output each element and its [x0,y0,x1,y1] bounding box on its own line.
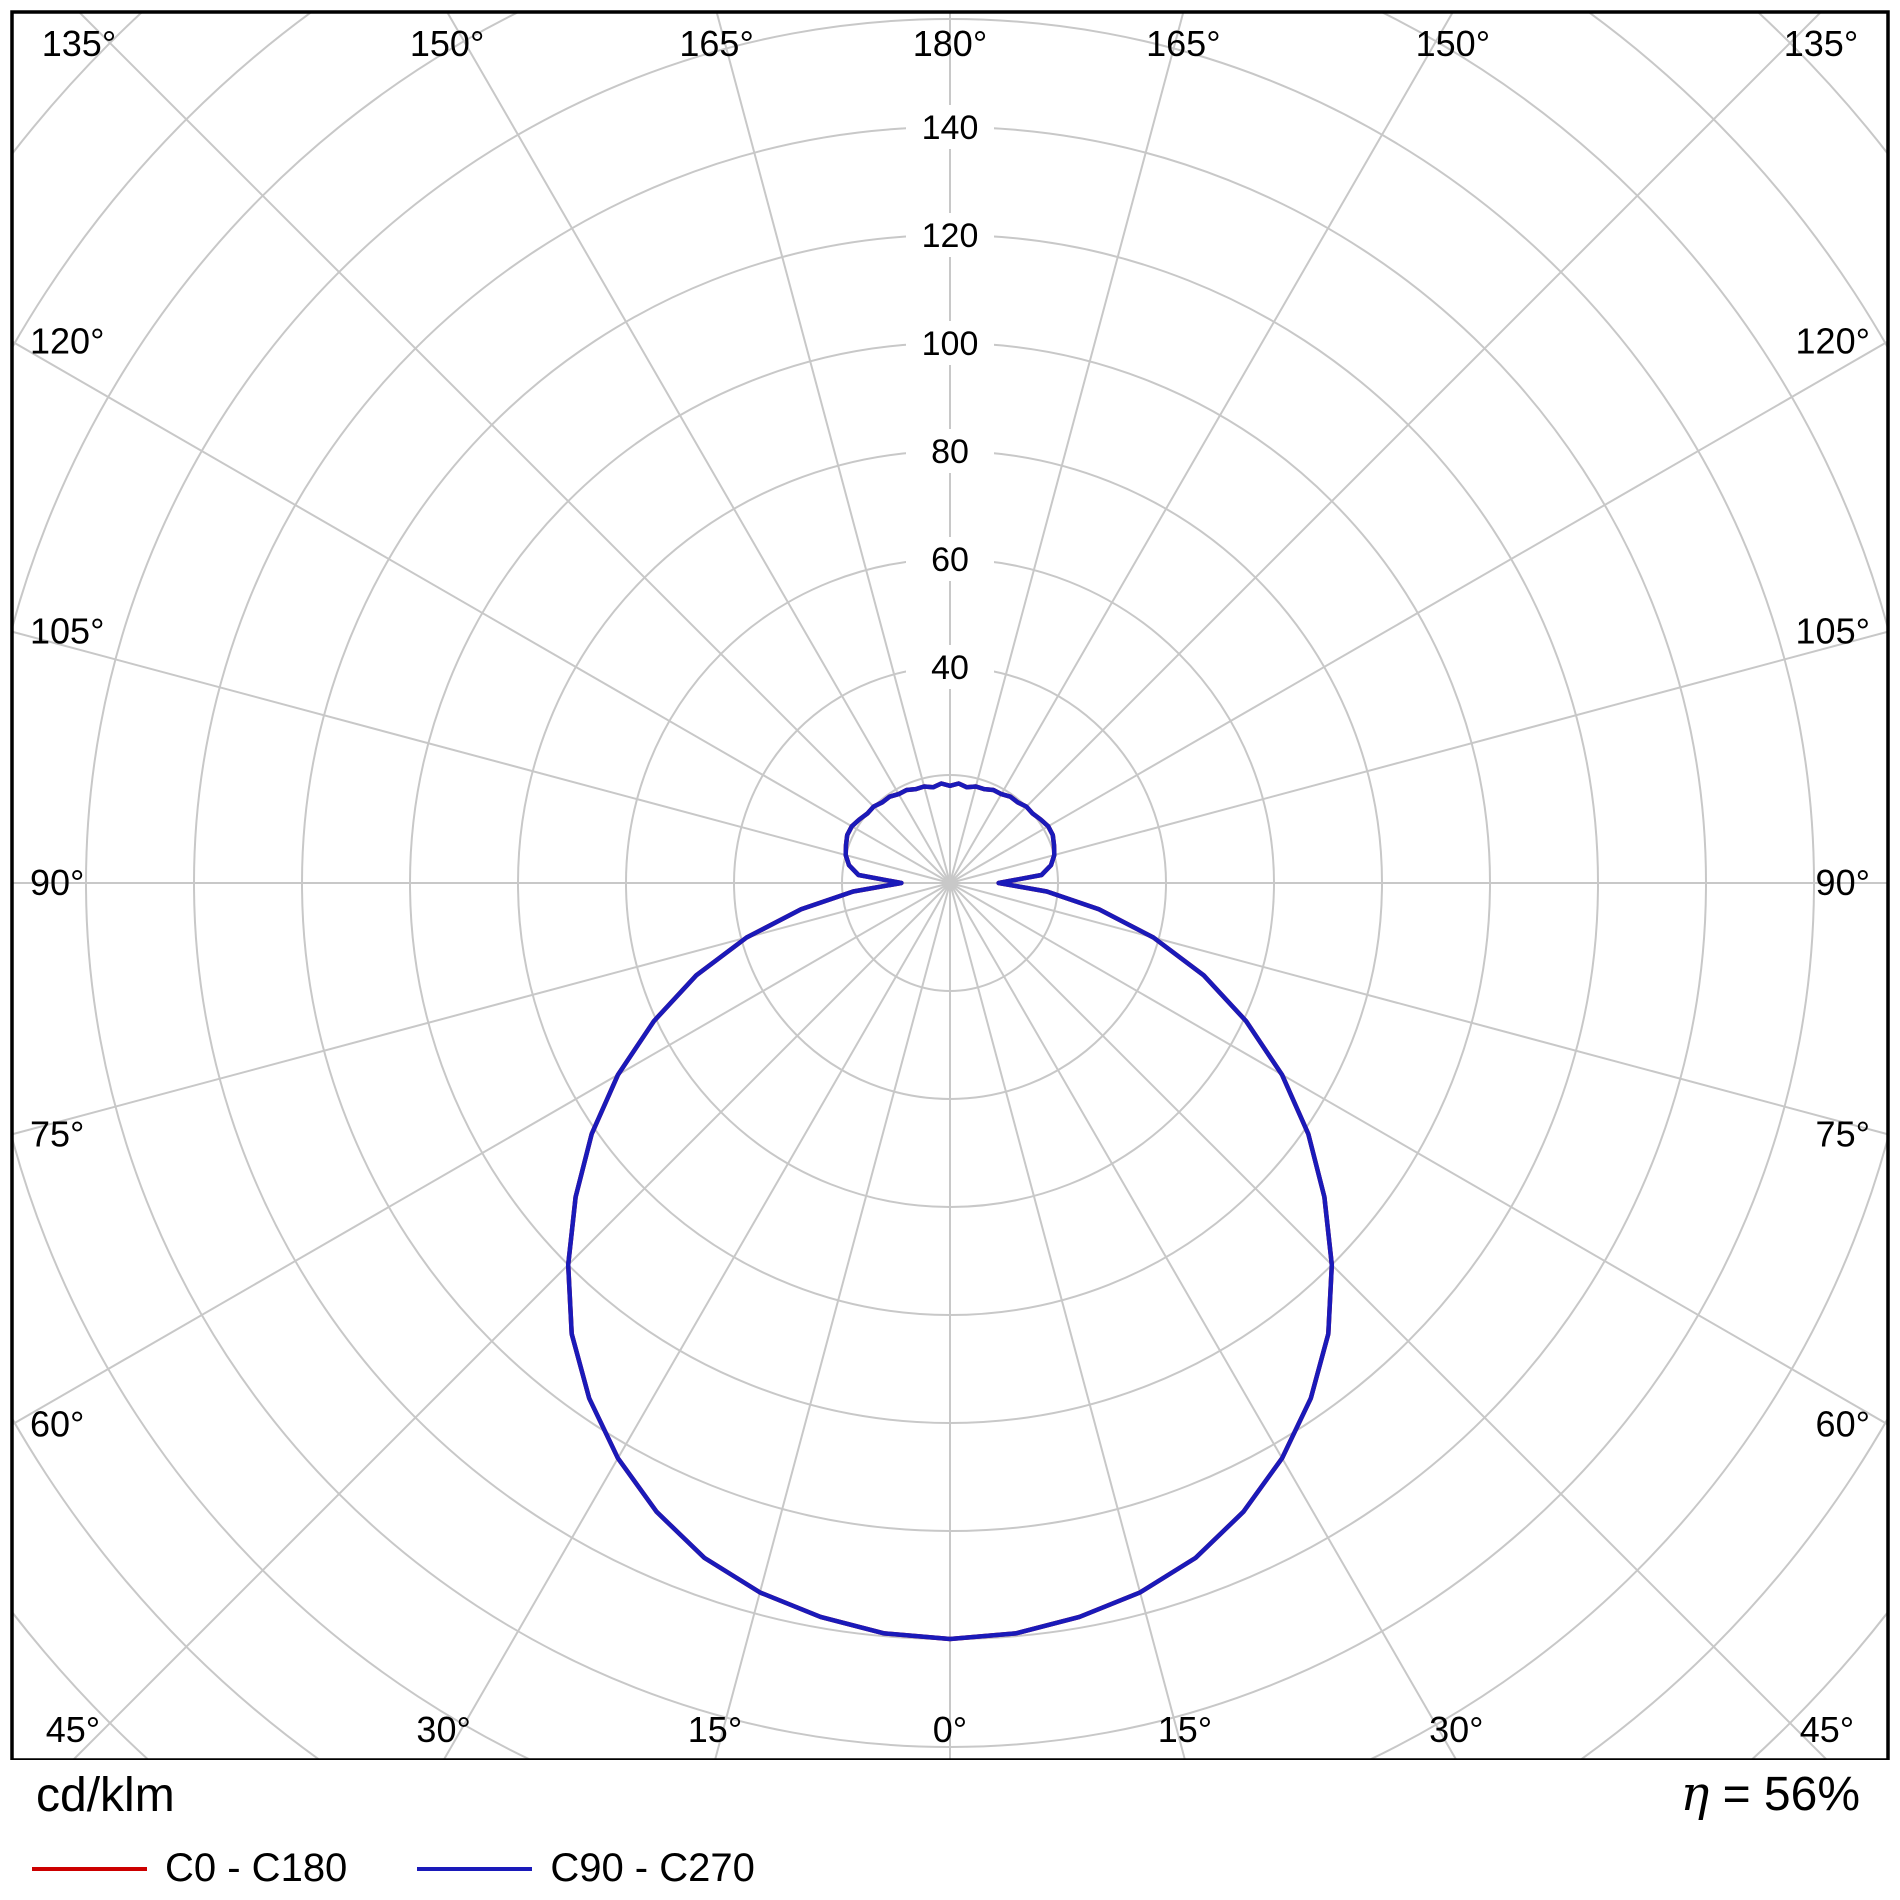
polar-spoke [715,12,951,884]
angle-label: 45° [1800,1709,1854,1750]
angle-label: 75° [1816,1113,1870,1154]
legend-label-c90-c270: C90 - C270 [550,1846,755,1890]
radial-tick-label: 60 [931,541,969,579]
angle-labels: 0° 15° 15° 30° 30° 45° 45° 60° 60° 75° 75° 90° 90° 10… [30,23,1870,1750]
radial-tick-mask [906,645,994,689]
angle-label: 60° [1816,1404,1870,1445]
radial-tick-mask [906,537,994,581]
angle-label: 15° [688,1709,742,1750]
polar-spoke [12,340,951,884]
radial-tick-label: 80 [931,433,969,471]
curve-c90-c270 [565,781,1335,1642]
radial-tick-label: 140 [922,109,979,147]
polar-spoke [77,12,951,884]
angle-label: 60° [30,1404,84,1445]
angle-label: 105° [1796,611,1870,652]
polar-spoke [949,882,1458,1760]
polar-spoke [12,630,951,884]
chart-legend: C0 - C180 C90 - C270 [32,1846,755,1891]
polar-spoke [949,882,1888,1136]
polar-spoke [949,882,1187,1760]
polar-spoke [12,882,951,1426]
radial-tick-label: 40 [931,649,969,687]
legend-item-c0-c180: C0 - C180 [32,1846,347,1891]
angle-label: 45° [46,1709,100,1750]
polar-spoke [12,882,951,1136]
angle-label: 0° [933,1709,967,1750]
eta-value: = 56% [1722,1768,1860,1821]
radial-tick-label: 100 [922,325,979,363]
angle-label: 75° [30,1113,84,1154]
polar-spoke [949,630,1888,884]
angle-label: 135° [1784,23,1858,64]
legend-label-c0-c180: C0 - C180 [165,1846,348,1890]
angle-label: 165° [1146,23,1220,64]
polar-spoke [442,882,951,1760]
angle-label: 90° [30,862,84,903]
polar-spoke [949,12,1455,884]
eta-symbol: η [1680,1766,1710,1822]
radial-tick-mask [906,213,994,257]
angle-label: 90° [1816,862,1870,903]
polar-spoke [949,340,1888,884]
polar-chart-svg: 40 60 80 100 120 140 0° 15° 15° 30° 30° 45° 45° 60° 60… [10,10,1890,1760]
angle-label: 30° [416,1709,470,1750]
polar-spoke [949,882,1829,1760]
radial-tick-labels: 40 60 80 100 120 140 [906,105,994,689]
angle-label: 105° [30,611,104,652]
polar-spoke [949,12,1823,884]
polar-spoke [949,882,1888,1426]
angle-label: 150° [1416,23,1490,64]
angle-label: 180° [913,23,987,64]
legend-line-c0-c180 [32,1866,147,1871]
angle-label: 120° [1796,320,1870,361]
polar-spoke [445,12,951,884]
radial-tick-mask [906,105,994,149]
polar-spoke [713,882,951,1760]
angle-label: 120° [30,320,104,361]
polar-spoke [949,12,1185,884]
plot-border [10,10,1890,1760]
polar-grid [12,12,1888,1760]
radial-tick-label: 120 [922,217,979,255]
polar-spoke [71,882,951,1760]
chart-footer: cd/klm η = 56% C0 - C180 C90 - C270 [0,1760,1900,1900]
radial-tick-mask [906,321,994,365]
angle-label: 30° [1429,1709,1483,1750]
polar-chart: 40 60 80 100 120 140 0° 15° 15° 30° 30° 45° 45° 60° 60… [10,10,1890,1760]
angle-label: 150° [410,23,484,64]
unit-label: cd/klm [36,1769,175,1822]
angle-label: 135° [42,23,116,64]
angle-label: 165° [679,23,753,64]
radial-tick-mask [906,429,994,473]
legend-item-c90-c270: C90 - C270 [417,1846,755,1891]
angle-label: 15° [1158,1709,1212,1750]
legend-line-c90-c270 [417,1866,533,1871]
efficiency-label: η = 56% [1680,1766,1860,1822]
